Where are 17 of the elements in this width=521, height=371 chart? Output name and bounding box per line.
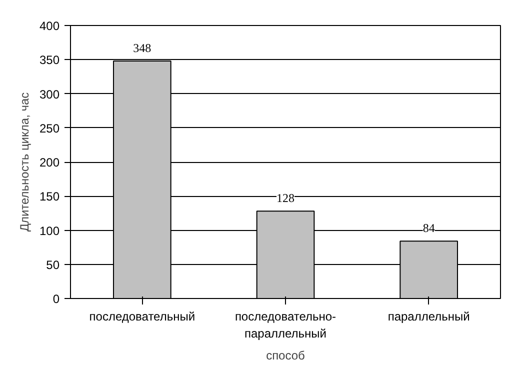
y-tick-label: 0 — [52, 292, 60, 306]
y-tick-label: 300 — [39, 87, 60, 102]
data-label: 128 — [276, 191, 294, 206]
y-tick-label: 250 — [39, 121, 60, 136]
data-label: 84 — [422, 221, 435, 236]
x-tick-label: параллельный — [388, 310, 470, 324]
y-tick-label: 400 — [39, 19, 60, 33]
x-tick-label: последовательно- параллельный — [234, 310, 336, 340]
x-tick-label: последовательный — [89, 310, 196, 324]
y-tick-label: 50 — [46, 258, 60, 272]
x-axis-title: способ — [266, 348, 306, 362]
y-tick-label: 100 — [39, 224, 60, 238]
y-axis-title: Длительность цикла, час — [17, 92, 32, 232]
y-tick-label: 350 — [39, 53, 60, 68]
y-tick-label: 150 — [39, 190, 60, 204]
data-label: 348 — [133, 40, 152, 55]
y-tick-label: 200 — [39, 156, 60, 170]
